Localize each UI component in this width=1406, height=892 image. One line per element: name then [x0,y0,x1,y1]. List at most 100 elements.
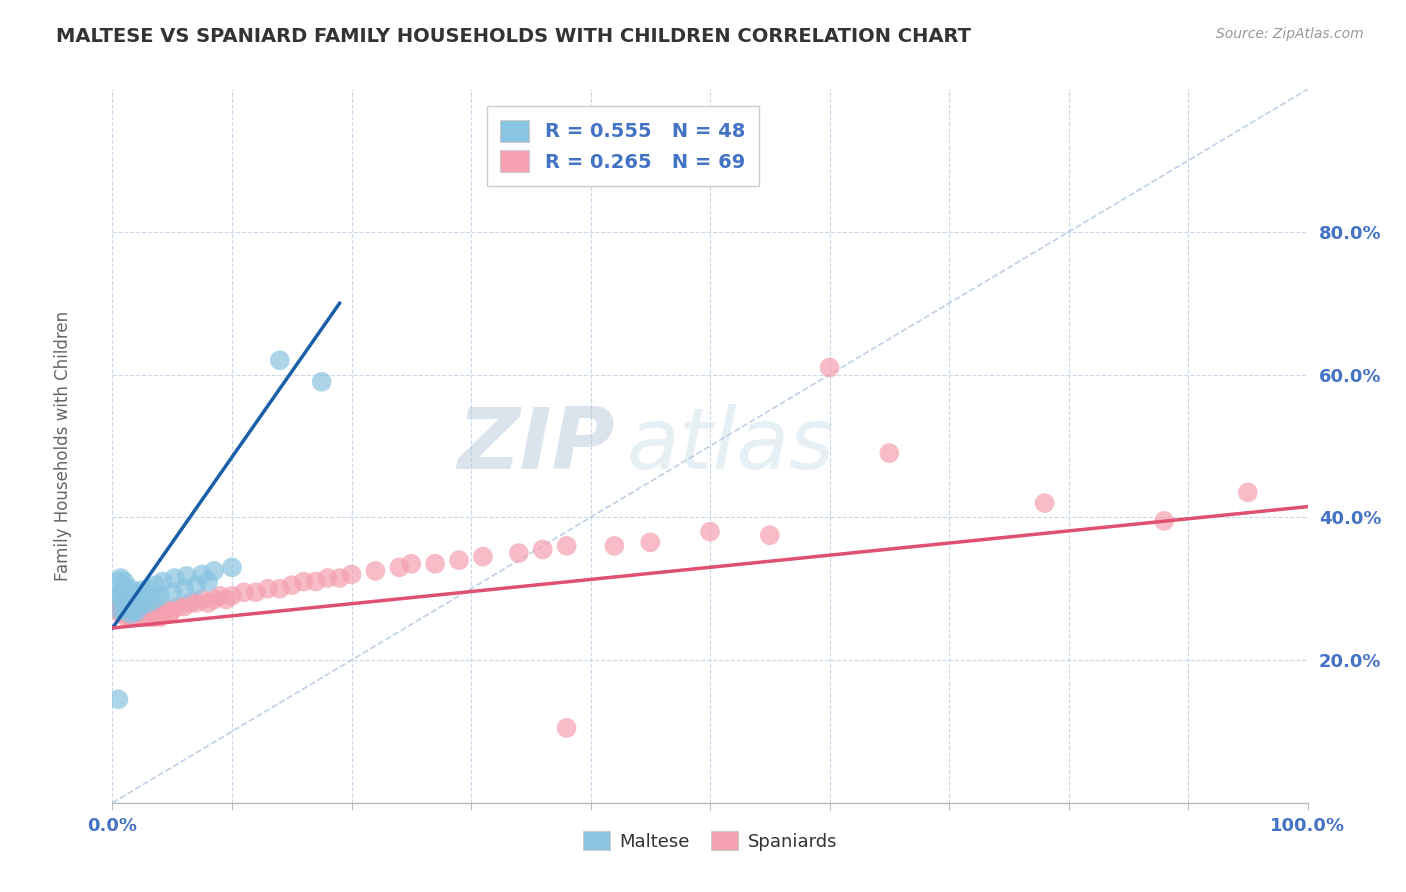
Point [114,596,136,610]
Point [129,610,152,624]
Point [127,599,149,614]
Point [197,596,219,610]
Point [120,582,142,596]
Text: ZIP: ZIP [457,404,614,488]
Point [152,574,174,589]
Point [125,591,148,605]
Point [108,603,131,617]
Point [1033,496,1056,510]
Point [329,571,352,585]
Point [118,596,141,610]
Point [107,692,129,706]
Point [110,607,132,621]
Point [531,542,554,557]
Point [202,592,225,607]
Point [128,587,150,601]
Point [114,607,135,621]
Point [508,546,530,560]
Point [131,583,153,598]
Point [179,596,201,610]
Point [121,607,143,621]
Point [202,564,225,578]
Point [143,592,166,607]
Point [114,599,136,614]
Point [603,539,626,553]
Point [311,375,333,389]
Point [163,571,186,585]
Point [425,557,447,571]
Point [110,571,132,585]
Point [139,603,162,617]
Point [159,607,181,621]
Point [114,603,135,617]
Point [257,582,280,596]
Point [221,589,243,603]
Point [125,610,148,624]
Point [122,599,145,614]
Point [340,567,363,582]
Point [699,524,721,539]
Point [132,591,155,605]
Point [640,535,662,549]
Point [162,585,183,599]
Point [555,539,578,553]
Point [107,603,129,617]
Point [115,585,138,599]
Point [112,592,135,607]
Point [114,582,136,596]
Text: Family Households with Children: Family Households with Children [55,311,72,581]
Point [388,560,411,574]
Point [108,596,131,610]
Point [364,564,387,578]
Legend: Maltese, Spaniards: Maltese, Spaniards [576,824,844,858]
Point [142,610,165,624]
Point [121,589,143,603]
Point [117,603,139,617]
Point [110,585,132,599]
Point [305,574,328,589]
Point [145,603,167,617]
Point [447,553,470,567]
Point [138,582,160,596]
Point [115,599,138,614]
Point [127,607,149,621]
Point [152,607,174,621]
Point [221,560,243,574]
Point [149,589,172,603]
Point [245,585,267,599]
Point [233,585,256,599]
Point [114,574,135,589]
Point [111,592,134,607]
Point [191,567,214,582]
Point [167,599,190,614]
Point [120,607,142,621]
Point [128,603,150,617]
Point [149,610,172,624]
Point [209,589,232,603]
Point [1237,485,1260,500]
Point [173,599,195,614]
Point [138,589,160,603]
Point [115,610,138,624]
Point [135,603,157,617]
Point [111,599,134,614]
Point [145,578,167,592]
Text: Source: ZipAtlas.com: Source: ZipAtlas.com [1216,27,1364,41]
Point [555,721,578,735]
Text: MALTESE VS SPANIARD FAMILY HOUSEHOLDS WITH CHILDREN CORRELATION CHART: MALTESE VS SPANIARD FAMILY HOUSEHOLDS WI… [56,27,972,45]
Point [879,446,901,460]
Point [281,578,304,592]
Point [124,610,146,624]
Point [401,557,423,571]
Point [1153,514,1175,528]
Point [197,574,219,589]
Point [472,549,495,564]
Point [120,610,142,624]
Point [122,585,145,599]
Point [269,353,291,368]
Point [121,603,143,617]
Point [107,589,129,603]
Point [191,592,214,607]
Point [186,578,208,592]
Point [162,603,183,617]
